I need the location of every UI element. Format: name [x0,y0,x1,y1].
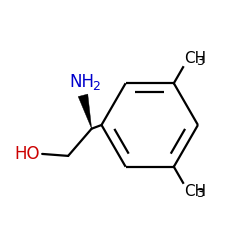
Text: 2: 2 [92,80,100,93]
Text: CH: CH [184,52,206,66]
Text: 3: 3 [196,55,204,68]
Text: CH: CH [184,184,206,198]
Text: 3: 3 [196,187,204,200]
Polygon shape [78,94,92,129]
Text: HO: HO [15,145,40,163]
Text: NH: NH [69,73,94,91]
